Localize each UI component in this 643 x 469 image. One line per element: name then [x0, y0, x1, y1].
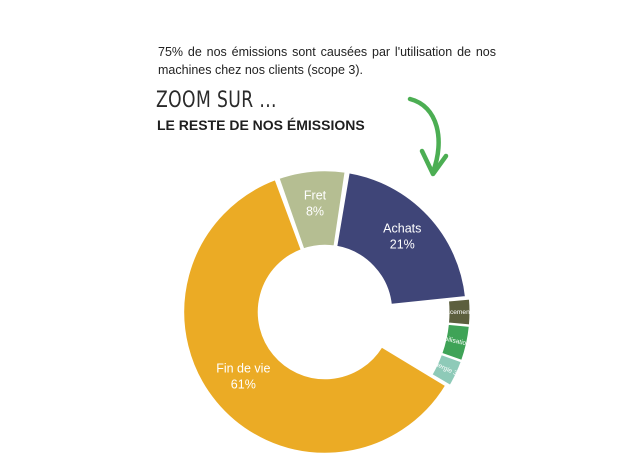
section-subtitle: LE RESTE DE NOS ÉMISSIONS: [157, 117, 365, 133]
label-achats: Achats: [383, 221, 421, 235]
value-achats: 21%: [390, 237, 415, 251]
slice-deplacements: [448, 298, 471, 326]
value-fret: 8%: [306, 204, 324, 218]
curved-arrow-icon: [407, 96, 441, 175]
slice-energie: [431, 354, 462, 386]
intro-text: 75% de nos émissions sont causées par l'…: [158, 45, 496, 77]
label-fret: Fret: [304, 188, 327, 202]
arrow-head-icon: [419, 148, 449, 177]
chart-slices: [181, 168, 471, 456]
slice-achats: [334, 170, 468, 307]
label-deplacements: Déplacements 3%: [433, 309, 487, 316]
slice-immobilisations: [441, 323, 470, 361]
slice-fin-de-vie: [181, 177, 448, 456]
zoom-title: ZOOM SUR ...: [156, 88, 277, 113]
slice-fret: [276, 168, 348, 251]
label-fin-de-vie: Fin de vie: [216, 362, 270, 376]
value-fin-de-vie: 61%: [231, 378, 256, 392]
